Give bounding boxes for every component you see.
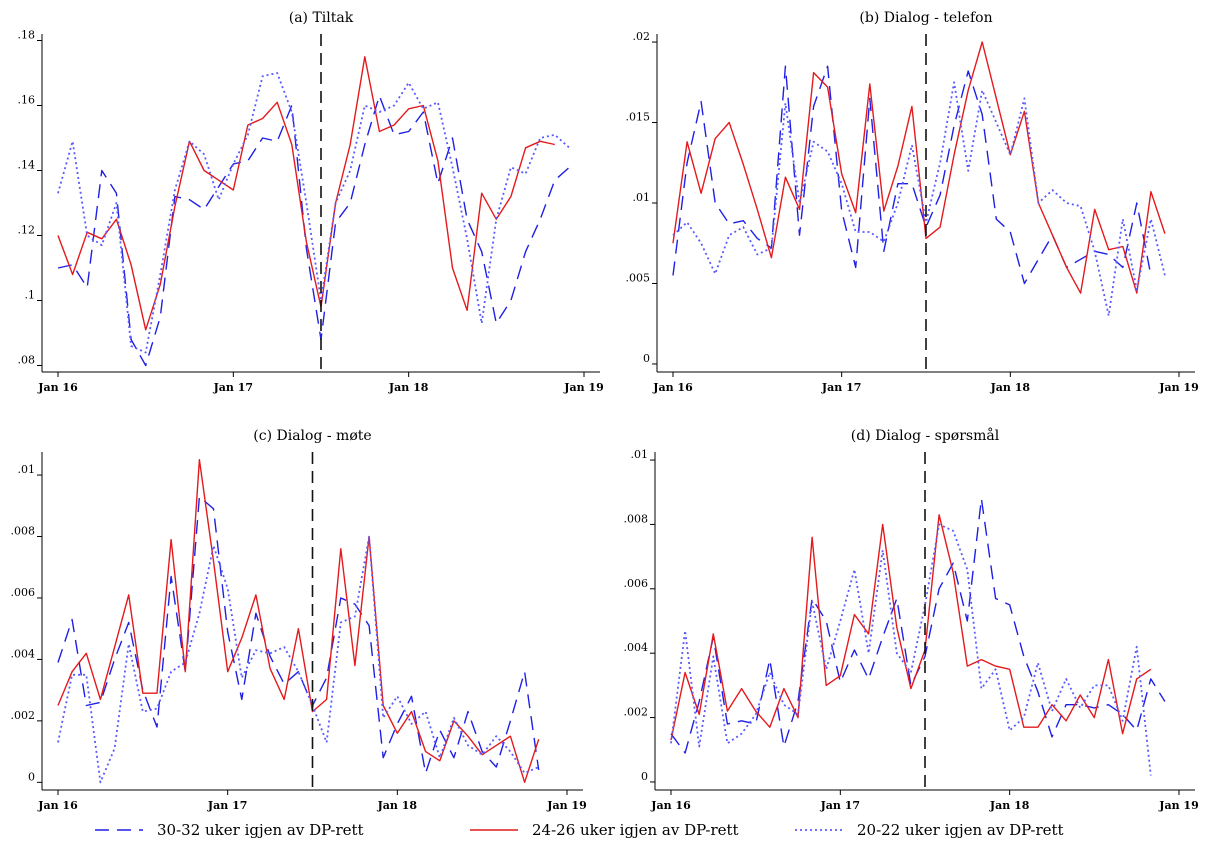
y-tick-label: .01	[631, 448, 649, 461]
series-line-1	[670, 498, 1166, 754]
y-tick-label: .004	[624, 641, 649, 654]
x-tick-label: Jan 16	[37, 381, 78, 394]
y-tick-label: .005	[626, 271, 651, 284]
series-line-3	[670, 523, 1152, 776]
y-tick-label: 0	[643, 352, 650, 365]
legend-label-2: 24-26 uker igjen av DP-rett	[532, 821, 739, 839]
legend-label-3: 20-22 uker igjen av DP-rett	[857, 821, 1064, 839]
y-tick-label: .12	[18, 224, 36, 237]
x-tick-label: Jan 18	[989, 799, 1030, 812]
x-tick-label: Jan 17	[207, 799, 247, 812]
x-tick-label: Jan 19	[1158, 381, 1198, 394]
panel-title-dialog-mote: (c) Dialog - møte	[253, 428, 371, 444]
panel-dialog-sporsmal: (d) Dialog - spørsmål 0 .002 .004 .006 .008 .0…	[624, 427, 1199, 812]
panel-dialog-telefon: (b) Dialog - telefon 0 .005 .01 .015 .02 Jan 1…	[626, 10, 1199, 394]
y-tick-label: .002	[11, 709, 36, 722]
series-line-1	[672, 65, 1152, 285]
panel-title-dialog-sporsmal: (d) Dialog - spørsmål	[851, 427, 1000, 444]
series-line-1	[57, 495, 540, 774]
y-tick-label: .015	[626, 111, 651, 124]
y-tick-label: .01	[633, 191, 651, 204]
series-line-2	[672, 41, 1166, 294]
series-line-2	[57, 56, 555, 331]
x-tick-label: Jan 19	[563, 381, 603, 394]
y-tick-label: .08	[18, 354, 36, 367]
x-tick-label: Jan 17	[213, 381, 253, 394]
y-tick-label: .16	[18, 94, 36, 107]
y-tick-label: 0	[28, 770, 35, 783]
y-tick-label: .006	[11, 586, 36, 599]
x-tick-label: Jan 16	[650, 799, 691, 812]
series-line-2	[670, 514, 1152, 741]
x-tick-label: Jan 17	[820, 799, 860, 812]
series-line-3	[57, 535, 540, 784]
y-tick-label: .004	[11, 647, 36, 660]
legend-label-1: 30-32 uker igjen av DP-rett	[157, 821, 364, 839]
x-tick-label: Jan 16	[37, 799, 78, 812]
x-tick-label: Jan 17	[821, 381, 861, 394]
y-tick-label: .002	[624, 706, 649, 719]
panel-title-dialog-telefon: (b) Dialog - telefon	[859, 10, 992, 26]
y-tick-label: .1	[25, 289, 36, 302]
panel-title-tiltak: (a) Tiltak	[289, 10, 354, 26]
series-line-1	[57, 94, 570, 367]
y-tick-label: .008	[11, 525, 36, 538]
y-tick-label: .006	[624, 577, 649, 590]
x-tick-label: Jan 18	[388, 381, 429, 394]
x-tick-label: Jan 19	[546, 799, 586, 812]
y-tick-label: .02	[633, 30, 651, 43]
y-tick-label: .008	[624, 512, 649, 525]
series-line-2	[57, 459, 540, 783]
series-line-3	[672, 81, 1166, 317]
x-tick-label: Jan 18	[377, 799, 418, 812]
panel-tiltak: (a) Tiltak .08 .1 .12 .14 .16 .18 Jan 16 Jan 17 J…	[18, 10, 604, 394]
x-tick-label: Jan 19	[1158, 799, 1198, 812]
y-tick-label: .18	[18, 29, 36, 42]
y-tick-label: .14	[18, 159, 36, 172]
y-tick-label: 0	[641, 770, 648, 783]
panel-dialog-mote: (c) Dialog - møte 0 .002 .004 .006 .008 .01 Jan…	[11, 428, 587, 812]
x-tick-label: Jan 18	[990, 381, 1031, 394]
x-tick-label: Jan 16	[652, 381, 693, 394]
y-tick-label: .01	[18, 463, 36, 476]
legend: 30-32 uker igjen av DP-rett 24-26 uker ig…	[95, 821, 1064, 839]
